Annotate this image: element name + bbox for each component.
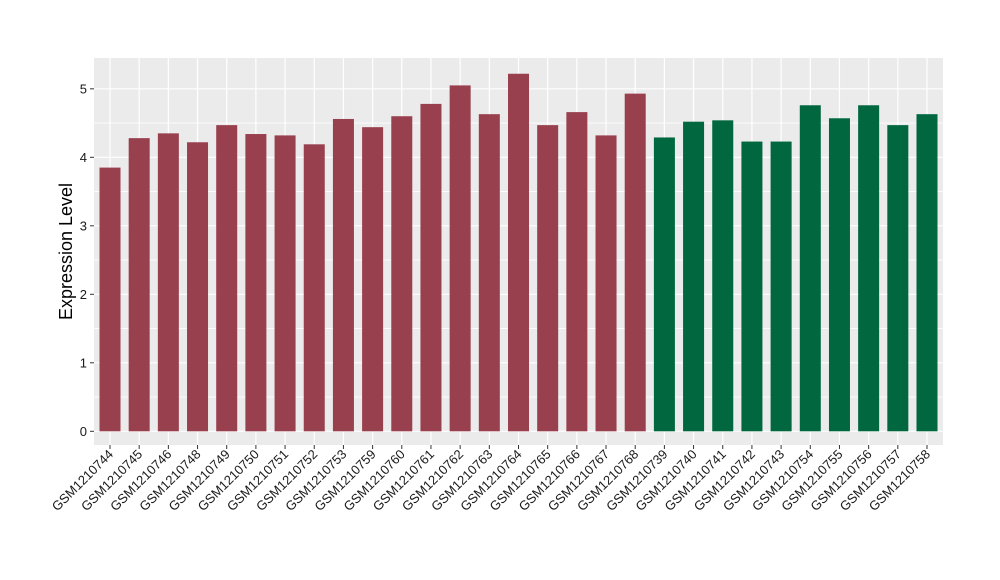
bar-GSM1210756 <box>858 105 880 432</box>
bar-GSM1210741 <box>712 120 734 432</box>
bar-GSM1210746 <box>157 133 179 432</box>
bar-GSM1210751 <box>274 135 296 432</box>
bar-GSM1210752 <box>303 144 325 432</box>
bar-GSM1210764 <box>507 73 530 432</box>
y-axis: 0 1 2 3 4 5 <box>80 81 94 439</box>
bars <box>99 73 938 432</box>
bar-GSM1210755 <box>828 118 850 432</box>
bar-GSM1210745 <box>128 138 150 432</box>
bar-GSM1210743 <box>770 141 792 432</box>
bar-GSM1210750 <box>245 134 267 432</box>
y-tick-label: 2 <box>80 287 87 302</box>
bar-GSM1210748 <box>187 142 209 432</box>
bar-GSM1210744 <box>99 167 121 432</box>
bar-GSM1210754 <box>799 105 821 432</box>
y-tick-label: 4 <box>80 150 87 165</box>
y-tick-label: 0 <box>80 424 87 439</box>
y-tick-label: 1 <box>80 355 87 370</box>
y-axis-title: Expression Level <box>56 183 76 320</box>
bar-GSM1210767 <box>595 135 617 432</box>
y-tick-label: 5 <box>80 81 87 96</box>
bar-GSM1210761 <box>420 103 442 432</box>
bar-GSM1210749 <box>216 125 238 432</box>
bar-GSM1210762 <box>449 85 471 432</box>
bar-GSM1210765 <box>537 125 559 432</box>
x-axis: GSM1210744GSM1210745GSM1210746GSM1210748… <box>49 445 933 514</box>
bar-GSM1210758 <box>916 114 938 432</box>
bar-GSM1210760 <box>391 116 413 432</box>
bar-GSM1210740 <box>683 121 705 432</box>
bar-GSM1210739 <box>653 137 675 432</box>
y-tick-label: 3 <box>80 218 87 233</box>
bar-GSM1210766 <box>566 112 588 432</box>
bar-GSM1210763 <box>478 114 500 432</box>
bar-GSM1210742 <box>741 141 763 432</box>
bar-GSM1210753 <box>332 118 354 432</box>
bar-GSM1210757 <box>887 125 909 432</box>
bar-GSM1210768 <box>624 93 646 432</box>
bar-GSM1210759 <box>362 127 384 432</box>
